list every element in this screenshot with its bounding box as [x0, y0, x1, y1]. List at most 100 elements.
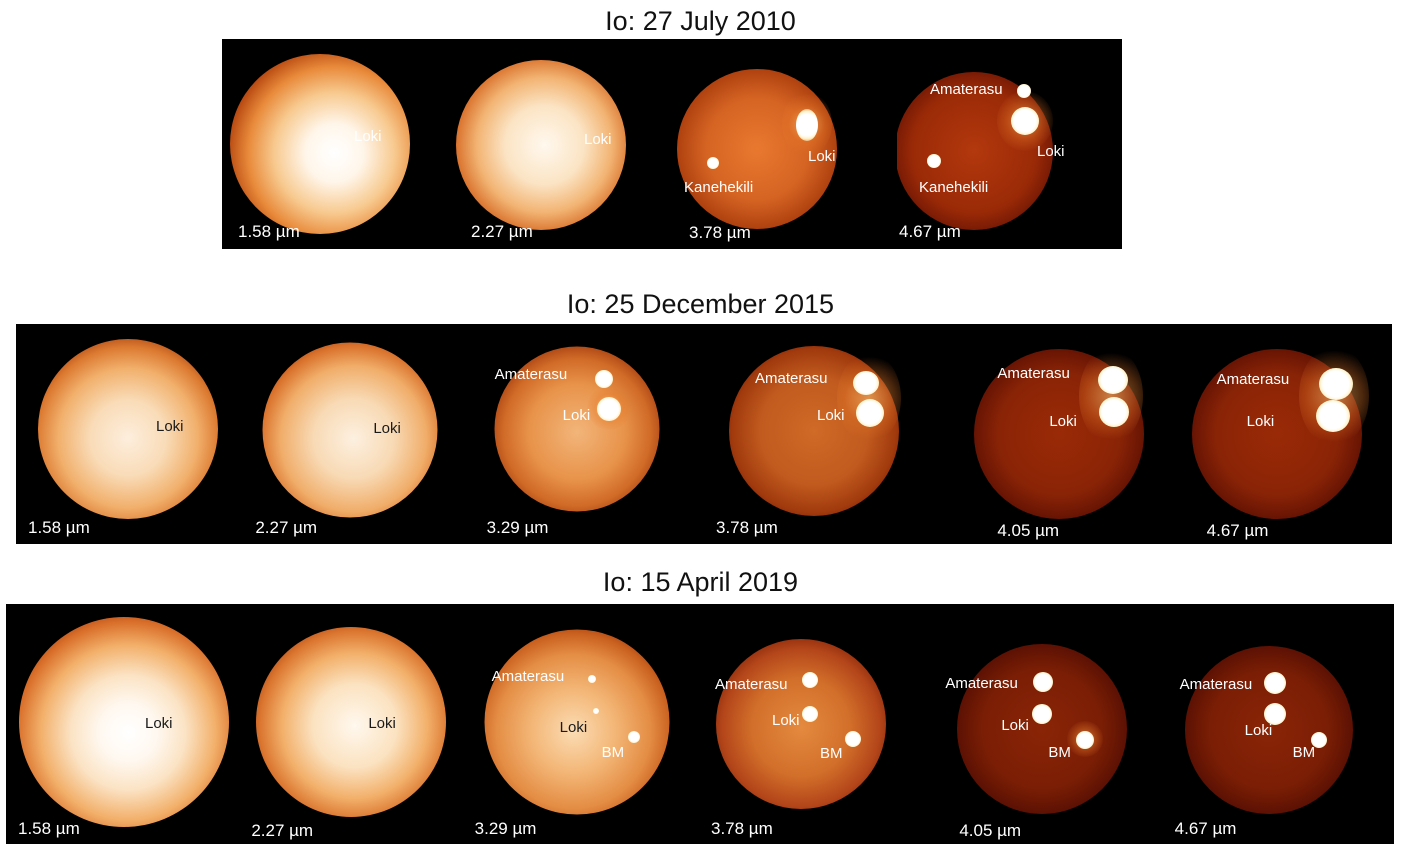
- feature-label: Loki: [1246, 413, 1275, 430]
- wavelength-label: 3.78 µm: [689, 223, 751, 242]
- wavelength-label: 4.67 µm: [1174, 819, 1237, 838]
- image-strip-2015: Loki 1.58 µm Loki 2.27 µm Amaterasu Loki…: [16, 324, 1392, 544]
- feature-label: Amaterasu: [997, 365, 1070, 382]
- feature-label: Loki: [1244, 722, 1273, 739]
- io-disk: [456, 60, 626, 230]
- image-strip-2019: Loki 1.58 µm Loki 2.27 µm Amaterasu Loki…: [6, 604, 1394, 844]
- wavelength-label: 3.29 µm: [474, 819, 537, 838]
- feature-label: Loki: [145, 715, 173, 732]
- hotspot-bm: [1076, 731, 1095, 749]
- feature-label: BM: [819, 745, 843, 762]
- feature-label: Amaterasu: [945, 675, 1018, 692]
- hotspot-loki: [1011, 107, 1039, 135]
- io-panel: Loki 1.58 µm: [222, 39, 447, 249]
- io-disk: [262, 342, 438, 518]
- feature-label: Amaterasu: [754, 370, 828, 387]
- hotspot-bm: [627, 731, 640, 743]
- wavelength-label: 2.27 µm: [471, 222, 533, 241]
- wavelength-label: 4.67 µm: [1206, 521, 1269, 540]
- hotspot-halo: [1079, 348, 1144, 444]
- row-title-2010: Io: 27 July 2010: [605, 6, 796, 36]
- hotspot-loki: [796, 109, 818, 141]
- io-panel: Amaterasu Loki 4.67 µm: [1163, 324, 1392, 544]
- hotspot-amaterasu: [594, 370, 613, 388]
- wavelength-label: 4.05 µm: [959, 821, 1022, 840]
- io-panel: Loki 2.27 µm: [245, 324, 474, 544]
- row-title-2019: Io: 15 April 2019: [602, 567, 799, 597]
- io-panel: Amaterasu Loki 4.05 µm: [933, 324, 1162, 544]
- io-disk: [484, 629, 670, 815]
- io-panel: Amaterasu Loki 3.78 µm: [704, 324, 933, 544]
- io-disk: [494, 346, 660, 512]
- hotspot-amaterasu: [1017, 84, 1031, 98]
- feature-label: Loki: [373, 420, 401, 437]
- hotspot-amaterasu: [852, 371, 879, 395]
- hotspot-amaterasu: [587, 675, 596, 683]
- hotspot-amaterasu: [1263, 672, 1286, 694]
- hotspot-kanehekili: [927, 154, 941, 168]
- feature-label: Amaterasu: [930, 81, 1003, 98]
- io-panel: Amaterasu Loki BM 4.05 µm: [931, 604, 1162, 844]
- row-title-2015: Io: 25 December 2015: [566, 289, 835, 319]
- feature-label: BM: [1292, 744, 1316, 761]
- hotspot-bm: [1310, 732, 1327, 748]
- wavelength-label: 3.78 µm: [715, 518, 778, 537]
- io-disk: [957, 644, 1128, 814]
- hotspot-loki: [1099, 397, 1130, 427]
- feature-label: Loki: [771, 712, 800, 729]
- hotspot-amaterasu: [1318, 368, 1353, 400]
- hotspot-loki: [592, 708, 599, 714]
- io-panel: Amaterasu Loki 3.29 µm: [475, 324, 704, 544]
- io-disk: [715, 639, 886, 809]
- hotspot-loki: [1032, 704, 1053, 724]
- feature-label: Kanehekili: [919, 179, 989, 196]
- feature-label: Loki: [1001, 717, 1029, 734]
- io-disk: [256, 627, 447, 817]
- feature-label: Loki: [354, 128, 382, 145]
- feature-label: Loki: [559, 719, 588, 736]
- feature-label: BM: [601, 744, 625, 761]
- wavelength-label: 3.29 µm: [486, 518, 549, 537]
- feature-label: Kanehekili: [684, 179, 754, 196]
- io-disk: [38, 339, 218, 519]
- feature-label: Loki: [584, 131, 612, 148]
- wavelength-label: 1.58 µm: [18, 819, 80, 838]
- hotspot-amaterasu: [1098, 366, 1129, 394]
- feature-label: Amaterasu: [494, 366, 568, 383]
- io-panel: Amaterasu Loki BM 4.67 µm: [1163, 604, 1394, 844]
- wavelength-label: 1.58 µm: [238, 222, 300, 241]
- wavelength-label: 1.58 µm: [28, 518, 90, 537]
- io-panel: Loki 1.58 µm: [16, 324, 245, 544]
- feature-label: Loki: [156, 418, 184, 435]
- feature-label: Amaterasu: [491, 668, 565, 685]
- io-panel: Loki 2.27 µm: [237, 604, 468, 844]
- wavelength-label: 2.27 µm: [251, 821, 314, 840]
- feature-label: Loki: [562, 407, 591, 424]
- io-panel: Amaterasu Loki Kanehekili 4.67 µm: [897, 39, 1122, 249]
- hotspot-loki: [855, 399, 884, 427]
- hotspot-bm: [844, 731, 861, 747]
- io-panel: Loki 1.58 µm: [6, 604, 237, 844]
- hotspot-loki: [596, 397, 621, 421]
- feature-label: Loki: [368, 715, 396, 732]
- io-panel: Amaterasu Loki BM 3.78 µm: [700, 604, 931, 844]
- io-panel: Loki 2.27 µm: [447, 39, 672, 249]
- wavelength-label: 4.05 µm: [997, 521, 1060, 540]
- hotspot-halo: [836, 353, 901, 443]
- feature-label: Loki: [816, 407, 845, 424]
- io-disk: [19, 617, 229, 827]
- feature-label: Amaterasu: [1179, 676, 1253, 693]
- hotspot-loki: [1263, 703, 1286, 725]
- wavelength-label: 2.27 µm: [255, 518, 318, 537]
- feature-label: Loki: [1037, 143, 1065, 160]
- hotspot-loki: [1315, 400, 1350, 432]
- wavelength-label: 3.78 µm: [710, 819, 773, 838]
- io-disk: [230, 54, 410, 234]
- hotspot-kanehekili: [707, 157, 719, 169]
- feature-label: Amaterasu: [714, 676, 788, 693]
- feature-label: Loki: [808, 148, 836, 165]
- hotspot-loki: [801, 706, 818, 722]
- hotspot-amaterasu: [801, 672, 818, 688]
- image-strip-2010: Loki 1.58 µm Loki 2.27 µm Kanehekili Lok…: [222, 39, 1122, 249]
- wavelength-label: 4.67 µm: [899, 222, 961, 241]
